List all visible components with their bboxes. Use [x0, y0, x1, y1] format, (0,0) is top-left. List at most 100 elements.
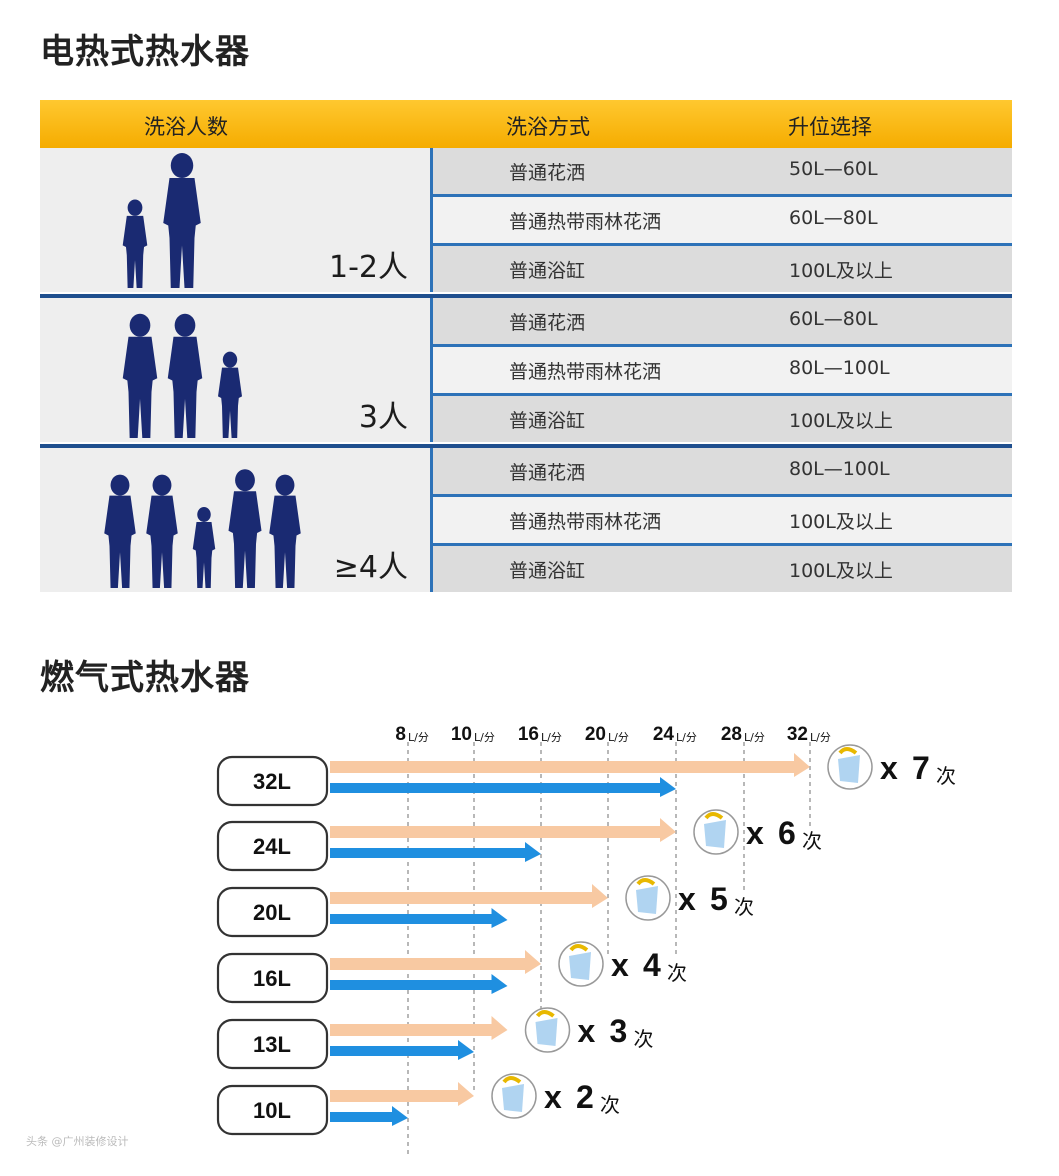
usage-bar — [330, 777, 676, 797]
capacity-pill — [216, 886, 329, 938]
table-row: 普通热带雨林花洒 60L—80L — [433, 197, 1012, 243]
gas-heater-title: 燃气式热水器 — [40, 658, 250, 698]
capacity-label: 20L — [253, 900, 291, 925]
capacity-value: 100L及以上 — [789, 560, 893, 582]
capacity-value: 100L及以上 — [789, 260, 893, 282]
row-divider — [433, 494, 1012, 497]
column-divider — [430, 448, 433, 592]
table-row: 普通花洒 80L—100L — [433, 448, 1012, 494]
shower-icon — [693, 809, 739, 855]
times-unit: 次 — [734, 895, 754, 919]
flow-capacity-bar — [330, 884, 608, 908]
shower-spray — [502, 1084, 524, 1112]
row-divider — [433, 393, 1012, 396]
tick-label: 28 — [721, 724, 742, 745]
shower-spray — [838, 755, 860, 783]
times-unit: 次 — [600, 1093, 620, 1117]
tick-label: 16 — [518, 724, 539, 745]
electric-heater-table: 洗浴人数 洗浴方式 升位选择 1-2人 普通花洒 50L—60L 普通热带雨林花洒 60… — [40, 100, 1012, 594]
capacity-value: 80L—100L — [789, 357, 890, 379]
family-silhouette-icon — [122, 313, 242, 438]
capacity-pill — [216, 1018, 329, 1070]
header-capacity: 升位选择 — [788, 115, 872, 139]
tick-label: 8 — [395, 724, 406, 745]
bath-method: 普通热带雨林花洒 — [509, 211, 662, 233]
bath-method: 普通热带雨林花洒 — [509, 511, 662, 533]
people-cell: ≥4人 — [40, 448, 430, 592]
tick-unit-label: L/分 — [744, 731, 765, 744]
capacity-value: 80L—100L — [789, 458, 890, 480]
capacity-label: 24L — [253, 834, 291, 859]
row-divider — [433, 243, 1012, 246]
times-count: 3 — [610, 1013, 628, 1049]
shower-head — [535, 1010, 555, 1018]
row-divider — [433, 344, 1012, 347]
times-x-label: x — [611, 947, 629, 983]
person-silhouette-icon — [163, 153, 201, 288]
times-unit: 次 — [802, 829, 822, 853]
times-count: 2 — [576, 1079, 594, 1115]
people-group: 1-2人 普通花洒 50L—60L 普通热带雨林花洒 60L—80L 普通浴缸 100L及以… — [40, 148, 1012, 292]
flow-capacity-bar — [330, 818, 676, 842]
people-count-label: 3人 — [358, 400, 408, 435]
family-silhouette-icon — [122, 153, 201, 288]
capacity-label: 13L — [253, 1032, 291, 1057]
bath-method: 普通花洒 — [509, 462, 586, 484]
capacity-value: 100L及以上 — [789, 511, 893, 533]
times-count: 6 — [778, 815, 796, 851]
header-method: 洗浴方式 — [506, 115, 590, 139]
bath-method: 普通浴缸 — [509, 260, 586, 282]
times-x-label: x — [880, 750, 898, 786]
person-silhouette-icon — [228, 469, 262, 588]
shower-spray — [569, 952, 591, 980]
column-divider — [430, 298, 433, 442]
group-separator — [40, 294, 1012, 298]
capacity-pill — [216, 755, 329, 807]
person-silhouette-icon — [104, 474, 136, 588]
tick-unit-label: L/分 — [676, 731, 697, 744]
shower-icon — [524, 1007, 571, 1053]
group-separator — [40, 444, 1012, 448]
table-row: 普通浴缸 100L及以上 — [433, 546, 1012, 592]
person-silhouette-icon — [269, 474, 301, 588]
capacity-pill — [216, 1084, 329, 1136]
table-row: 普通浴缸 100L及以上 — [433, 396, 1012, 442]
capacity-value: 60L—80L — [789, 207, 878, 229]
row-divider — [433, 194, 1012, 197]
times-count: 5 — [710, 881, 728, 917]
table-row: 普通花洒 50L—60L — [433, 148, 1012, 194]
flow-capacity-bar — [330, 1016, 508, 1040]
flow-capacity-bar — [330, 1082, 474, 1106]
times-unit: 次 — [634, 1027, 654, 1051]
flow-capacity-bar — [330, 753, 810, 777]
times-count: 4 — [643, 947, 661, 983]
tick-unit-label: L/分 — [608, 731, 629, 744]
people-group: ≥4人 普通花洒 80L—100L 普通热带雨林花洒 100L及以上 普通浴缸 100L及以… — [40, 448, 1012, 592]
person-silhouette-icon — [122, 313, 158, 438]
bath-method: 普通花洒 — [509, 162, 586, 184]
people-count-label: ≥4人 — [333, 550, 408, 585]
shower-spray — [704, 820, 726, 848]
shower-icon — [827, 744, 873, 790]
times-count: 7 — [912, 750, 930, 786]
watermark: 头条 @广州装修设计 — [26, 1135, 129, 1148]
tick-label: 10 — [451, 724, 472, 745]
tick-label: 32 — [787, 724, 808, 745]
bath-method: 普通浴缸 — [509, 410, 586, 432]
times-unit: 次 — [667, 961, 687, 985]
shower-icon — [625, 875, 671, 921]
shower-spray — [636, 886, 658, 914]
table-row: 普通热带雨林花洒 100L及以上 — [433, 497, 1012, 543]
people-group: 3人 普通花洒 60L—80L 普通热带雨林花洒 80L—100L 普通浴缸 100L及以上 — [40, 298, 1012, 442]
person-silhouette-icon — [122, 199, 148, 288]
capacity-value: 100L及以上 — [789, 410, 893, 432]
times-x-label: x — [544, 1079, 562, 1115]
person-silhouette-icon — [192, 507, 216, 588]
gas-heater-chart: 8 L/分 10 L/分 16 L/分 20 L/分 24 L/分 28 L/分 32 L/分 32L x 7 次… — [0, 700, 1059, 1176]
shower-head — [838, 747, 858, 755]
times-unit: 次 — [936, 764, 956, 788]
usage-bar — [330, 1106, 408, 1126]
tick-unit-label: L/分 — [474, 731, 495, 744]
column-divider — [430, 148, 433, 292]
person-silhouette-icon — [167, 313, 203, 438]
